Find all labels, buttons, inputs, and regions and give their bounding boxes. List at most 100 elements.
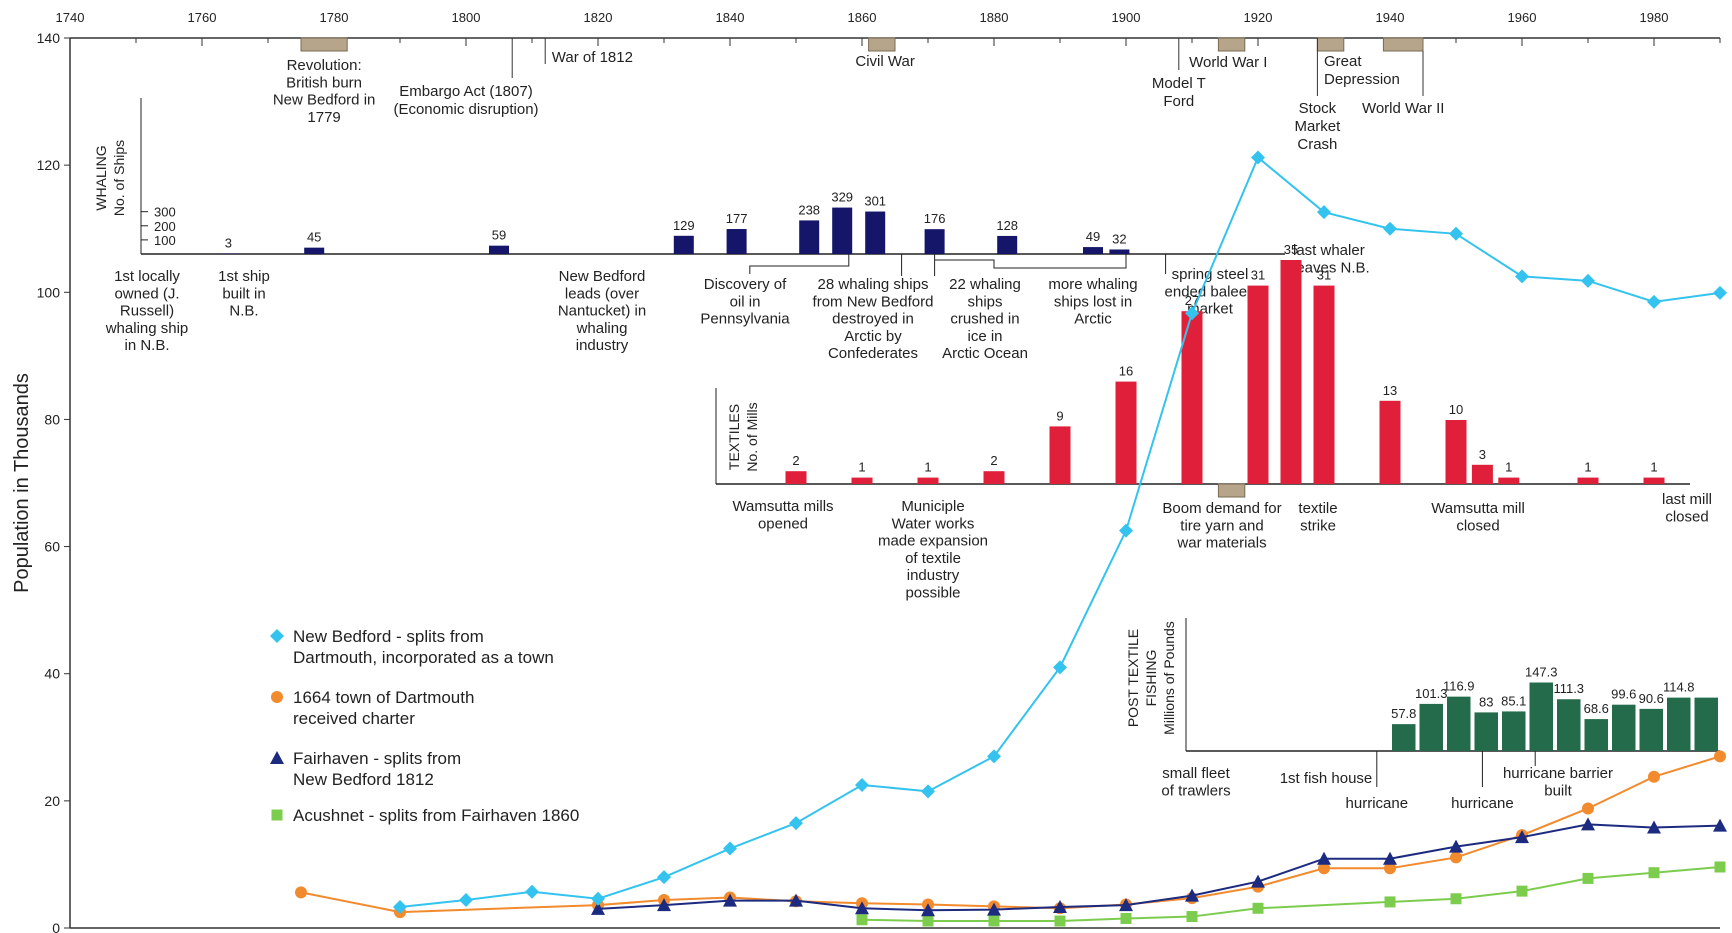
whaling-bar-label: 59 — [492, 228, 506, 243]
whaling-bar-label: 176 — [924, 211, 946, 226]
whaling-bar-label: 238 — [798, 202, 820, 217]
period-label-depression: Depression — [1324, 71, 1400, 88]
y-tick-label: 100 — [37, 284, 61, 300]
period-bar-wwii — [1382, 37, 1424, 52]
period-bar-wwi — [1217, 37, 1246, 52]
oil-bracket — [749, 254, 850, 274]
data-point — [1317, 851, 1331, 865]
data-point — [1185, 888, 1199, 902]
x-tick-label: 1800 — [452, 10, 481, 25]
data-point — [855, 901, 869, 915]
whaling-bar — [1109, 249, 1130, 254]
fishing-bar — [1419, 703, 1443, 751]
textiles-bar — [983, 471, 1005, 484]
event-label-embargo: (Economic disruption) — [393, 101, 538, 118]
whaling-bar — [997, 235, 1018, 254]
textiles-bar — [1313, 285, 1335, 484]
textiles-bar — [1181, 311, 1203, 484]
y-tick-label: 120 — [37, 157, 61, 173]
fishing-bar — [1612, 704, 1636, 751]
period-label-civil-war: Civil War — [855, 53, 914, 70]
data-point — [393, 900, 407, 915]
x-tick-label: 1940 — [1376, 10, 1405, 25]
x-tick-label: 1980 — [1640, 10, 1669, 25]
data-point — [1317, 205, 1331, 220]
textiles-bar — [1247, 285, 1269, 484]
data-point — [270, 629, 284, 643]
textiles-bar — [1115, 381, 1137, 484]
data-point — [459, 893, 473, 908]
data-point — [1119, 523, 1133, 538]
data-point — [1581, 273, 1595, 288]
data-point — [789, 893, 803, 907]
fishing-bar — [1447, 696, 1471, 751]
textiles-bar — [1577, 477, 1599, 484]
data-point — [1647, 294, 1661, 309]
whaling-bar-label: 177 — [726, 211, 748, 226]
data-point — [1120, 912, 1132, 924]
event-label-crash: Stock — [1299, 100, 1337, 117]
data-point — [1648, 867, 1660, 879]
legend: New Bedford - splits from Dartmouth, inco… — [270, 627, 579, 825]
x-tick-label: 1780 — [320, 10, 349, 25]
whaling-bar-label: 49 — [1086, 229, 1100, 244]
data-point — [1714, 861, 1726, 873]
textiles-bar — [1280, 260, 1302, 484]
fishing-bar — [1392, 724, 1416, 751]
textiles-bar-label: 1 — [1584, 460, 1591, 475]
whaling-bar-label: 128 — [996, 218, 1018, 233]
population-lines — [295, 150, 1727, 927]
textiles-note: last mill closed — [1662, 491, 1712, 525]
fishing-bar-label: 85.1 — [1501, 693, 1526, 708]
event-label-embargo: Embargo Act (1807) — [399, 83, 532, 100]
y-tick-label: 0 — [52, 920, 60, 933]
fishing-panel: POST TEXTILE FISHING Millions of Pounds 57.… — [1125, 618, 1720, 812]
y-tick-label: 80 — [44, 411, 60, 427]
event-label-model-t: Ford — [1163, 93, 1194, 110]
data-point — [1251, 150, 1265, 165]
data-point — [987, 902, 1001, 916]
fishing-note: 1st fish house — [1280, 770, 1373, 787]
textiles-bar-label: 16 — [1119, 364, 1133, 379]
x-tick-label: 1840 — [716, 10, 745, 25]
fishing-bar — [1667, 697, 1691, 751]
x-tick-label: 1960 — [1508, 10, 1537, 25]
textiles-wwi-box — [1217, 483, 1246, 498]
data-point — [723, 841, 737, 856]
textiles-bar-label: 31 — [1317, 268, 1331, 283]
fishing-note: small fleet of trawlers — [1161, 765, 1230, 799]
textiles-bar — [1379, 400, 1401, 484]
textiles-note: Wamsutta mill closed — [1431, 500, 1525, 534]
x-tick-label: 1880 — [980, 10, 1009, 25]
event-label-crash: Crash — [1297, 136, 1337, 153]
whaling-note: last whaler leaves N.B. — [1293, 242, 1370, 276]
fishing-bar-label: 99.6 — [1611, 687, 1636, 702]
data-point — [1383, 221, 1397, 236]
data-point — [1582, 802, 1594, 815]
textiles-bar-label: 1 — [924, 460, 931, 475]
textiles-bar-label: 9 — [1056, 408, 1063, 423]
x-tick-label: 1900 — [1112, 10, 1141, 25]
x-tick-label: 1820 — [584, 10, 613, 25]
textiles-bar — [1643, 477, 1665, 484]
data-point — [657, 898, 671, 912]
fishing-note: hurricane — [1346, 795, 1409, 812]
whaling-tick-label: 100 — [154, 233, 176, 248]
fishing-bar-label: 101.3 — [1415, 686, 1448, 701]
fishing-bar-label: 147.3 — [1525, 665, 1558, 680]
event-label-war-1812: War of 1812 — [552, 49, 633, 66]
period-bar-civil-war — [868, 37, 896, 52]
textiles-bar — [1471, 464, 1493, 484]
whaling-tick-label: 300 — [154, 205, 176, 220]
data-point — [723, 893, 737, 907]
fishing-bar-label: 111.3 — [1553, 681, 1584, 696]
data-point — [1384, 862, 1396, 875]
whaling-bar-label: 45 — [307, 230, 321, 245]
textiles-bar-label: 2 — [792, 453, 799, 468]
textiles-bar — [851, 477, 873, 484]
fishing-bar — [1694, 697, 1718, 751]
historical-timeline: Revolution: British burn New Bedford in 177… — [273, 37, 1444, 153]
whaling-title: WHALING — [93, 145, 109, 210]
y-axis-title: Population in Thousands — [11, 373, 33, 593]
